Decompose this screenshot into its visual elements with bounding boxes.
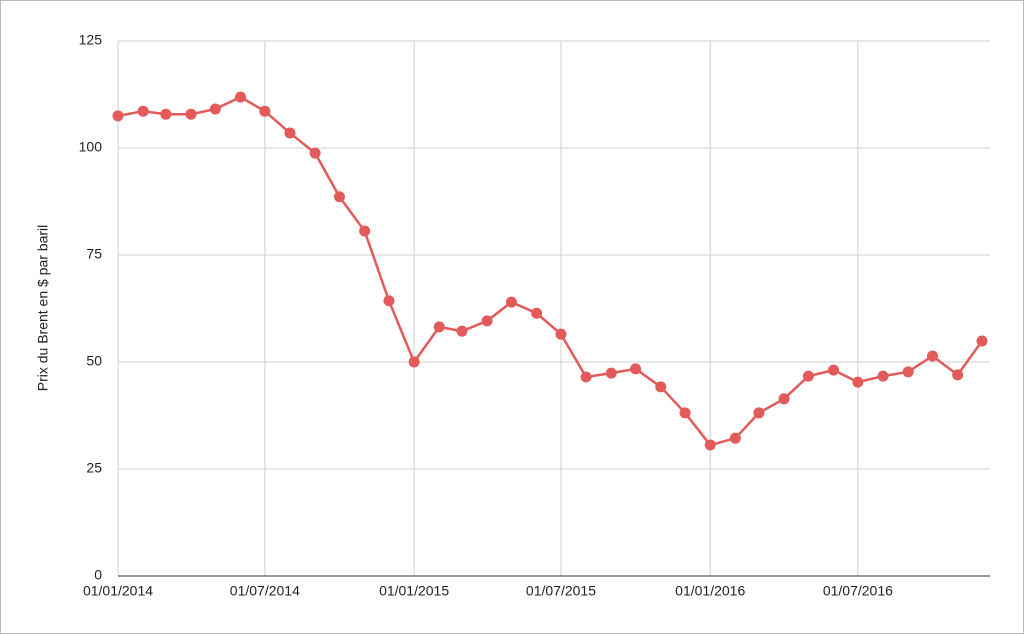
- data-point: [456, 325, 468, 337]
- data-point: [555, 328, 567, 340]
- x-tick-label: 01/07/2016: [823, 583, 893, 599]
- data-point: [976, 335, 988, 347]
- data-point: [927, 350, 939, 362]
- data-point: [209, 103, 221, 115]
- x-tick-label: 01/01/2014: [83, 583, 153, 599]
- data-point: [852, 376, 864, 388]
- data-point: [729, 432, 741, 444]
- data-point: [112, 110, 124, 122]
- data-point: [828, 364, 840, 376]
- data-point: [655, 381, 667, 393]
- data-point: [160, 108, 172, 120]
- x-tick-label: 01/07/2015: [526, 583, 596, 599]
- data-point: [531, 307, 543, 319]
- data-point: [630, 363, 642, 375]
- data-point: [259, 105, 271, 117]
- data-point: [902, 366, 914, 378]
- y-tick-label: 100: [79, 139, 103, 155]
- y-tick-label: 75: [86, 246, 102, 262]
- y-axis-label: Prix du Brent en $ par baril: [35, 225, 51, 392]
- data-point: [383, 295, 395, 307]
- y-tick-label: 25: [86, 460, 102, 476]
- data-point: [877, 370, 889, 382]
- x-tick-label: 01/07/2014: [230, 583, 300, 599]
- data-point: [605, 367, 617, 379]
- data-point: [235, 91, 247, 103]
- data-point: [359, 225, 371, 237]
- data-point: [505, 296, 517, 308]
- data-point: [333, 191, 345, 203]
- data-point: [802, 370, 814, 382]
- data-point: [778, 393, 790, 405]
- data-point: [481, 315, 493, 327]
- data-point: [137, 105, 149, 117]
- data-point: [580, 371, 592, 383]
- data-point: [185, 108, 197, 120]
- data-point: [309, 147, 321, 159]
- y-tick-label: 0: [94, 567, 102, 583]
- y-tick-label: 125: [79, 32, 103, 48]
- x-tick-label: 01/01/2016: [675, 583, 745, 599]
- data-point: [679, 407, 691, 419]
- x-tick-label: 01/01/2015: [379, 583, 449, 599]
- data-point: [753, 407, 765, 419]
- data-point: [408, 356, 420, 368]
- data-point: [284, 127, 296, 139]
- data-point: [952, 369, 964, 381]
- data-point: [433, 321, 445, 333]
- data-point: [704, 439, 716, 451]
- y-tick-label: 50: [86, 353, 102, 369]
